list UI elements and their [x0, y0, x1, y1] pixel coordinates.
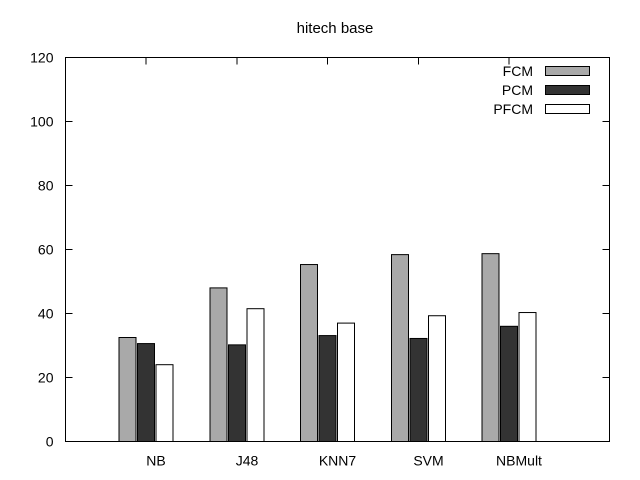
chart-title: hitech base	[297, 20, 374, 37]
bar-pfcm-svm	[428, 315, 446, 442]
x-tick-label: NB	[146, 453, 165, 469]
bar-pcm-nb	[137, 343, 155, 442]
x-axis: NB J48 KNN7 SVM NBMult	[145, 57, 542, 469]
legend: FCM PCM PFCM	[493, 63, 590, 117]
bar-pfcm-nbmult	[518, 312, 537, 443]
y-tick-label: 80	[38, 178, 54, 194]
legend-label: PCM	[502, 82, 533, 98]
legend-label: FCM	[503, 63, 533, 79]
y-tick-label: 0	[46, 434, 54, 450]
bar-pcm-j48	[228, 344, 246, 442]
bar-pfcm-knn7	[337, 322, 355, 443]
bar-pcm-svm	[409, 337, 428, 442]
x-tick-label: SVM	[413, 453, 443, 469]
bar-fcm-nb	[118, 337, 137, 442]
bar-fcm-svm	[391, 254, 409, 442]
x-tick-label: KNN7	[319, 453, 357, 469]
bar-pcm-knn7	[318, 335, 337, 442]
bar-fcm-nbmult	[481, 253, 500, 442]
y-tick-label: 40	[38, 306, 54, 322]
x-tick-label: NBMult	[496, 453, 542, 469]
legend-label: PFCM	[493, 101, 533, 117]
x-tick-label: J48	[236, 453, 259, 469]
y-tick-label: 60	[38, 242, 54, 258]
bars-layer	[118, 253, 537, 443]
legend-swatch-pfcm	[545, 104, 590, 114]
legend-swatch-pcm	[545, 85, 590, 95]
bar-fcm-knn7	[300, 264, 318, 443]
bar-pfcm-j48	[246, 308, 265, 443]
y-tick-label: 120	[30, 50, 54, 66]
bar-pfcm-nb	[155, 364, 174, 443]
y-axis: 0 20 40 60 80 100 120	[30, 50, 610, 450]
y-tick-label: 100	[30, 114, 54, 130]
legend-swatch-fcm	[545, 66, 590, 76]
bar-fcm-j48	[209, 287, 228, 442]
bar-pcm-nbmult	[500, 325, 518, 442]
y-tick-label: 20	[38, 370, 54, 386]
